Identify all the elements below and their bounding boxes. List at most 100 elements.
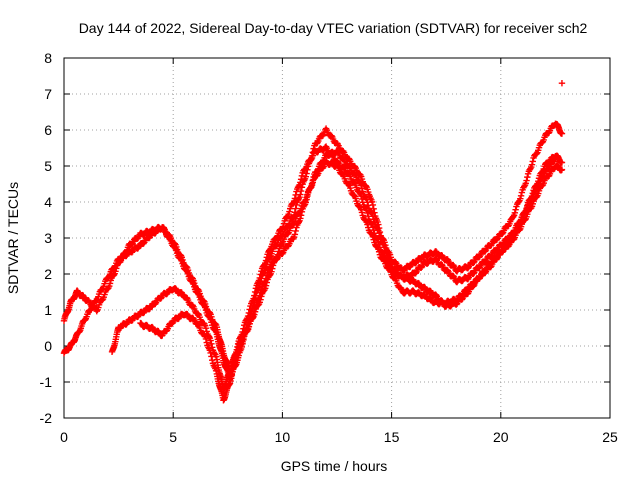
data-point — [251, 308, 258, 315]
data-point — [387, 261, 395, 268]
data-point — [524, 173, 531, 181]
data-point — [358, 209, 366, 216]
data-point — [266, 246, 274, 254]
data-point — [308, 180, 316, 187]
tick-layer: 0 5 10 15 20 25 -2 -1 0 1 2 3 4 5 6 7 8 — [40, 50, 618, 445]
x-tick-label: 15 — [384, 429, 400, 445]
data-point — [245, 323, 253, 331]
y-tick-label: -1 — [40, 374, 53, 390]
data-point — [286, 208, 293, 215]
data-point — [291, 195, 299, 202]
series-track-2 — [60, 143, 566, 376]
data-point — [284, 230, 292, 238]
data-point — [279, 250, 286, 258]
data-point — [262, 257, 270, 264]
y-tick-label: 6 — [44, 122, 52, 138]
data-point — [291, 231, 299, 238]
data-point — [255, 296, 262, 303]
data-point — [558, 80, 566, 87]
data-point — [386, 258, 394, 265]
data-point — [499, 230, 506, 237]
series-track-4 — [137, 147, 559, 404]
data-point — [365, 202, 372, 209]
data-point — [256, 274, 263, 282]
data-point — [303, 196, 310, 203]
data-point — [470, 283, 477, 290]
data-point — [292, 191, 299, 199]
data-point — [207, 349, 214, 357]
data-point — [364, 221, 371, 228]
data-point — [375, 248, 383, 255]
data-point — [209, 356, 216, 364]
data-point — [292, 205, 299, 212]
data-point — [369, 213, 377, 220]
data-point — [533, 186, 540, 193]
data-point — [202, 324, 210, 332]
data-point — [376, 233, 384, 240]
data-point — [257, 289, 264, 296]
data-point — [511, 209, 519, 217]
data-point — [110, 271, 118, 279]
x-tick-label: 20 — [493, 429, 509, 445]
data-point — [356, 178, 363, 186]
series-track-3 — [108, 157, 566, 393]
data-point — [370, 216, 377, 223]
data-point — [517, 192, 525, 200]
data-point — [523, 177, 530, 184]
data-point — [93, 308, 100, 315]
data-point — [340, 155, 347, 162]
data-point — [246, 306, 253, 313]
data-point — [558, 159, 566, 166]
data-point — [152, 300, 159, 308]
data-point — [512, 206, 519, 213]
data-point — [93, 297, 100, 304]
data-point — [183, 263, 190, 270]
data-point — [280, 220, 288, 227]
data-point — [189, 302, 196, 309]
data-point — [397, 284, 405, 292]
data-point — [517, 195, 524, 202]
data-point — [310, 173, 317, 181]
data-point — [375, 230, 383, 237]
data-point — [279, 223, 287, 230]
data-point — [194, 321, 202, 328]
y-tick-label: 2 — [44, 266, 52, 282]
data-point — [212, 320, 219, 328]
data-point — [533, 150, 540, 157]
data-point — [250, 295, 257, 302]
data-point — [295, 219, 302, 226]
x-tick-label: 5 — [169, 429, 177, 445]
y-tick-label: 4 — [44, 194, 52, 210]
data-point — [356, 189, 363, 196]
data-point — [381, 244, 388, 251]
series-isolated — [558, 80, 566, 87]
x-tick-label: 10 — [275, 429, 291, 445]
data-point — [295, 183, 302, 190]
data-point — [493, 236, 501, 243]
data-point — [302, 173, 309, 180]
data-point — [499, 248, 506, 255]
data-point — [412, 269, 419, 277]
data-point — [357, 182, 365, 189]
data-point — [319, 164, 327, 172]
data-point — [528, 161, 536, 168]
data-point — [558, 130, 566, 137]
data-point — [319, 132, 327, 139]
data-point — [240, 335, 247, 343]
data-point — [256, 292, 263, 299]
data-point — [105, 274, 112, 281]
data-point — [208, 340, 215, 348]
data-point — [246, 320, 253, 328]
data-point — [262, 275, 270, 282]
data-point — [212, 367, 220, 374]
data-point — [368, 209, 375, 216]
y-tick-label: 0 — [44, 338, 52, 354]
data-point — [263, 254, 270, 261]
data-point — [251, 288, 259, 296]
data-point — [257, 271, 264, 278]
data-point — [297, 176, 305, 183]
chart-title: Day 144 of 2022, Sidereal Day-to-day VTE… — [79, 20, 588, 36]
data-point — [292, 227, 299, 235]
data-point — [263, 272, 270, 279]
